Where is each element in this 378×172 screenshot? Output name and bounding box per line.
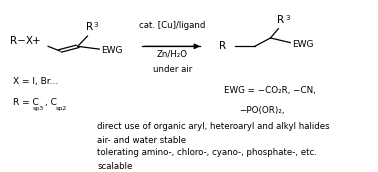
Text: +: + [32,36,41,46]
Text: , C: , C [45,98,57,107]
Text: direct use of organic aryl, heteroaryl and alkyl halides: direct use of organic aryl, heteroaryl a… [97,122,330,131]
Text: R: R [277,15,284,25]
Text: X = I, Br...: X = I, Br... [13,77,59,86]
Text: sp2: sp2 [56,106,67,111]
Text: −PO(OR)₂,: −PO(OR)₂, [239,106,284,115]
Text: EWG = −CO₂R, −CN,: EWG = −CO₂R, −CN, [225,86,316,95]
Text: 3: 3 [285,15,290,21]
Text: under air: under air [153,65,192,74]
Text: scalable: scalable [97,162,133,170]
Text: 3: 3 [94,22,98,28]
Text: R: R [219,41,226,51]
Text: sp3: sp3 [33,106,44,111]
Text: EWG: EWG [292,40,313,49]
Text: R: R [86,22,93,32]
Text: EWG: EWG [101,46,122,55]
Text: air- and water stable: air- and water stable [97,136,186,145]
Text: Zn/H₂O: Zn/H₂O [157,49,188,58]
Text: R = C: R = C [13,98,39,107]
Text: R−X: R−X [10,36,33,46]
Text: tolerating amino-, chloro-, cyano-, phosphate-, etc.: tolerating amino-, chloro-, cyano-, phos… [97,148,317,157]
Text: cat. [Cu]/ligand: cat. [Cu]/ligand [139,21,206,30]
